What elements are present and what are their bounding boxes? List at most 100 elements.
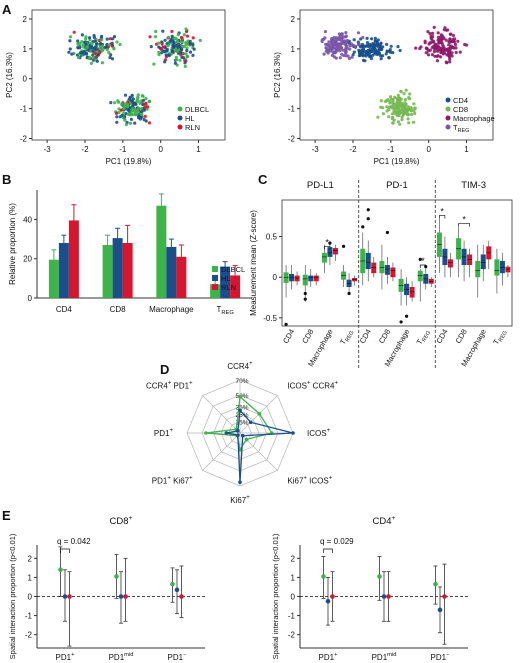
data-point [108,55,112,60]
data-points [320,25,469,126]
x-category-label-sup: + [334,652,338,658]
radar-axis-label: Ki67+ [230,495,250,505]
radar-axis-label-part: PD1 [171,382,189,391]
x-tick-label: -3 [44,145,52,154]
x-category-label: CD4 [281,328,296,346]
data-point [70,52,74,56]
data-point [140,113,144,117]
data-point [329,46,334,51]
data-point [176,49,180,53]
data-point [391,98,395,102]
radar-axis-label-sup: + [189,475,193,481]
x-category-label: TREG [415,328,433,348]
data-point [418,46,422,51]
x-tick-label: -3 [312,145,320,154]
radar-axis-label-sup: + [169,428,173,434]
data-point [335,42,339,46]
bar [156,205,167,298]
y-tick-label: 2 [23,15,28,24]
plot-title-sup: + [129,515,133,522]
legend-marker [177,106,183,112]
data-point [396,120,400,124]
data-point [387,105,391,109]
data-point [360,42,365,47]
legend-label: TREG [453,123,469,134]
x-category-label-base: CD8 [300,328,315,346]
data-point [179,51,183,55]
data-point [191,36,195,40]
data-point [402,92,406,96]
significance-bracket [458,223,470,227]
data-point [184,27,188,31]
data-point [329,49,333,53]
data-point [428,31,432,36]
data-point [184,59,188,63]
data-point [144,97,148,101]
data-point [376,115,380,119]
data-point [104,45,108,49]
legend-marker [445,115,451,121]
data-point [344,35,348,39]
panel-title: TIM-3 [461,180,486,191]
legend-label: CD8 [453,105,468,114]
data-point [127,109,131,113]
data-point [385,42,389,47]
outlier-point [418,257,422,261]
data-point [112,35,117,39]
data-point [105,37,109,41]
data-point [135,98,139,102]
data-point [144,119,148,123]
panel-label-d: D [160,362,169,377]
data-point [434,46,438,50]
data-point [90,45,94,50]
legend-marker [177,115,183,121]
data-point [412,109,416,113]
data-point [89,61,93,65]
data-point [402,103,406,107]
data-point [177,42,181,47]
data-point [386,594,391,599]
radar-axis-label: CCR4+ PD1+ [146,381,193,391]
data-point [157,41,161,45]
data-point [322,52,326,56]
y-tick-label: 0 [291,75,296,84]
radar-axis-label: ICOS+ [307,428,331,438]
data-point [107,51,111,55]
y-tick-label: -1 [25,612,33,621]
data-point [344,51,348,55]
data-point [424,46,428,50]
data-point [395,106,399,110]
x-category-label-sup: − [183,652,187,658]
data-point [442,594,447,599]
radar-axis-label-sup: + [307,381,311,387]
data-point [87,56,91,61]
data-point [442,36,446,41]
data-point [381,594,387,599]
data-point [385,105,389,109]
radar-axis-label-sup: + [246,495,250,501]
data-point [387,115,391,119]
data-point [431,31,435,35]
data-point [93,51,97,56]
data-point [124,123,128,127]
radar-axis-label: Ki67+ ICOS+ [287,475,332,485]
data-point [96,53,100,57]
legend-swatch [212,266,218,272]
significance-marker: * [325,237,329,247]
radar-axis-label-part: ICOS [307,476,329,485]
data-point [371,47,375,51]
radar-axis-label-part: Ki67 [287,476,304,485]
x-category-label: Macrophage [149,305,194,314]
y-tick-label: -1 [20,105,28,114]
x-category-label: PD1mid [109,652,134,662]
plot-title-sup: + [392,515,396,522]
legend-label: CD4 [453,96,468,105]
data-point [414,46,418,50]
y-tick-label: 0 [28,294,33,303]
data-point [407,96,411,100]
data-point [132,107,136,111]
data-point [334,56,338,60]
data-point [379,105,383,109]
data-point [139,107,143,111]
legend-marker [445,106,451,112]
